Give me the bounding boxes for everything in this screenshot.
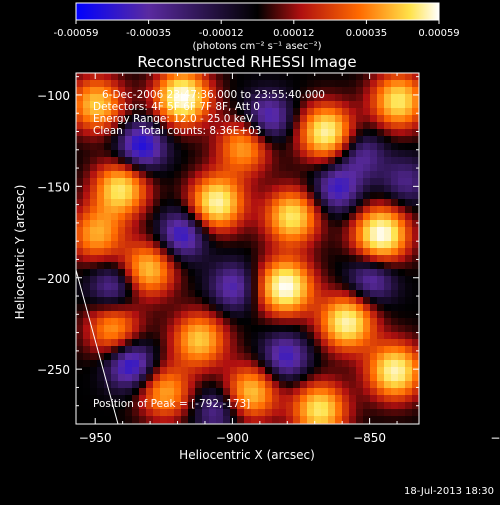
x-tick-label: −900 [216,431,249,445]
image-title: Reconstructed RHESSI Image [137,53,356,71]
x-tick-label: −800 [490,431,500,445]
colorbar-tick-labels: -0.00059 -0.00035 -0.00012 0.00012 0.00035 0.… [54,28,460,39]
colorbar-ticks [75,20,440,24]
y-tick-label: −150 [37,180,70,194]
colorbar-tick-label: 0.00012 [273,28,314,39]
y-axis-ticks: −100 −150 −200 −250 [37,76,419,407]
colorbar-units-label: (photons cm⁻² s⁻¹ asec⁻²) [192,41,321,52]
y-tick-label: −250 [37,363,70,377]
reconstructed-image [76,73,419,424]
colorbar-tick-label: 0.00035 [346,28,387,39]
info-line-detectors: Detectors: 4F 5F 6F 7F 8F, Att 0 [93,101,260,113]
y-axis-label: Heliocentric Y (arcsec) [13,185,27,320]
peak-position-label: Position of Peak = [-792,-173] [93,398,250,410]
info-block: 6-Dec-2006 23:47:36.000 to 23:55:40.000 … [93,89,325,137]
info-line-counts: Clean Total counts: 8.36E+03 [93,125,262,137]
colorbar [75,2,440,21]
footer-timestamp: 18-Jul-2013 18:30 [404,486,494,497]
x-axis-label: Heliocentric X (arcsec) [179,448,315,462]
colorbar-tick-label: -0.00059 [54,28,99,39]
x-axis-ticks: −950 −900 −850 −800 [79,73,500,445]
colorbar-tick-label: -0.00012 [199,28,244,39]
solar-limb-line [75,269,119,425]
image-frame [75,72,420,425]
x-tick-label: −850 [353,431,386,445]
y-tick-label: −100 [37,89,70,103]
info-line-time: 6-Dec-2006 23:47:36.000 to 23:55:40.000 [102,89,325,101]
colorbar-tick-label: 0.00059 [418,28,459,39]
y-tick-label: −200 [37,272,70,286]
colorbar-tick-label: -0.00035 [126,28,171,39]
x-tick-label: −950 [79,431,112,445]
info-line-energy: Energy Range: 12.0 - 25.0 keV [93,113,254,125]
